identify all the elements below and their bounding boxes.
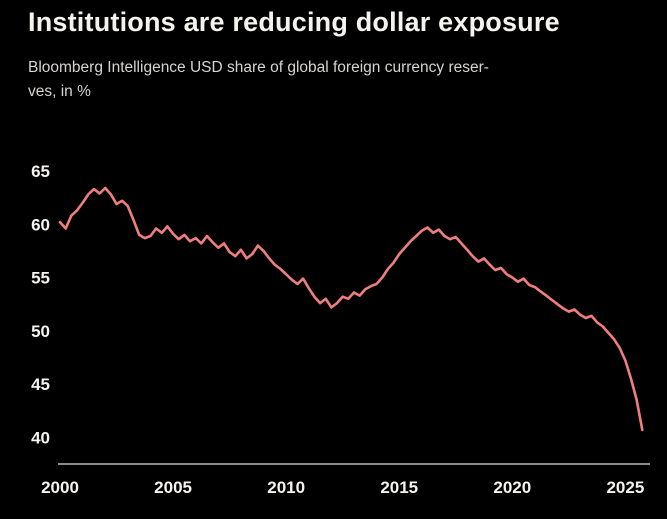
- usd-share-line: [58, 186, 644, 432]
- x-tick-label: 2025: [606, 478, 644, 497]
- chart-title: Institutions are reducing dollar exposur…: [28, 7, 560, 37]
- y-tick-label: 40: [31, 428, 50, 447]
- x-tick-label: 2020: [493, 478, 531, 497]
- chart-subtitle: Bloomberg Intelligence USD share of glob…: [28, 56, 643, 104]
- chart-subtitle-line2: ves, in %: [28, 83, 91, 101]
- y-tick-label: 65: [31, 162, 50, 181]
- chart-header: Institutions are reducing dollar exposur…: [0, 0, 667, 104]
- y-tick-label: 60: [31, 215, 50, 234]
- chart-subtitle-line1: Bloomberg Intelligence USD share of glob…: [28, 59, 489, 77]
- x-tick-label: 2005: [154, 478, 192, 497]
- y-tick-label: 55: [31, 269, 50, 288]
- x-tick-label: 2015: [380, 478, 418, 497]
- x-tick-label: 2000: [41, 478, 79, 497]
- y-tick-label: 45: [31, 375, 50, 394]
- x-tick-label: 2010: [267, 478, 305, 497]
- line-chart: 40 45 50 55 60 65 2000 2005 2010 2015 2020 2025: [31, 162, 650, 497]
- y-tick-label: 50: [31, 322, 50, 341]
